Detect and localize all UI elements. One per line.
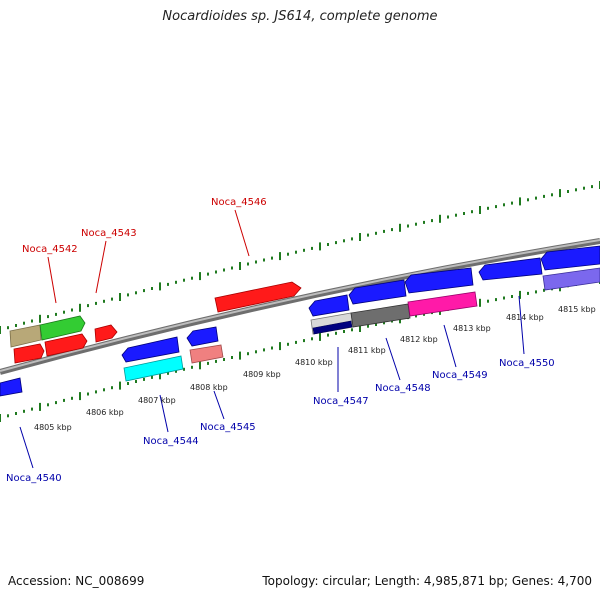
label-leaders	[19, 209, 525, 469]
gene-arrow[interactable]	[404, 267, 474, 294]
gene-arrow[interactable]	[186, 326, 219, 347]
gene-arrow[interactable]	[9, 324, 42, 348]
tick-label: 4813 kbp	[453, 324, 491, 333]
accession-text: Accession: NC_008699	[8, 574, 145, 588]
gene-arrow[interactable]	[121, 336, 180, 363]
gene-labels: Noca_4542 Noca_4543 Noca_4546 Noca_4540 …	[6, 197, 555, 484]
gene-arrow[interactable]	[189, 344, 224, 364]
tick-label: 4814 kbp	[506, 313, 544, 322]
gene-arrow[interactable]	[542, 267, 600, 291]
tick-label: 4811 kbp	[348, 346, 386, 355]
reverse-genes	[0, 245, 600, 397]
tick-label: 4810 kbp	[295, 358, 333, 367]
gene-label-noca-4544[interactable]: Noca_4544	[143, 436, 199, 447]
gene-label-noca-4540[interactable]: Noca_4540	[6, 473, 62, 484]
topology-text: Topology: circular; Length: 4,985,871 bp…	[262, 574, 592, 588]
genome-backbone	[0, 238, 600, 375]
gene-label-noca-4546[interactable]: Noca_4546	[211, 197, 267, 208]
gene-arrow[interactable]	[478, 257, 543, 281]
gene-arrow[interactable]	[308, 294, 350, 317]
gene-label-noca-4545[interactable]: Noca_4545	[200, 422, 256, 433]
gene-arrow[interactable]	[0, 377, 23, 397]
outer-tick-track	[0, 181, 600, 334]
gene-arrow[interactable]	[214, 281, 302, 313]
tick-label: 4806 kbp	[86, 408, 124, 417]
tick-label: 4808 kbp	[190, 383, 228, 392]
gene-arrow[interactable]	[94, 324, 118, 343]
forward-genes	[9, 281, 302, 364]
gene-label-noca-4543[interactable]: Noca_4543	[81, 228, 137, 239]
gene-arrow[interactable]	[540, 245, 600, 271]
gene-arrow[interactable]	[123, 355, 184, 382]
tick-label: 4812 kbp	[400, 335, 438, 344]
tick-label: 4807 kbp	[138, 396, 176, 405]
tick-label: 4809 kbp	[243, 370, 281, 379]
kbp-tick-labels: 4805 kbp 4806 kbp 4807 kbp 4808 kbp 4809…	[34, 305, 596, 432]
gene-arrow[interactable]	[13, 343, 45, 364]
gene-label-noca-4550[interactable]: Noca_4550	[499, 358, 555, 369]
gene-arrow[interactable]	[407, 291, 478, 317]
gene-label-noca-4548[interactable]: Noca_4548	[375, 383, 431, 394]
gene-arrow[interactable]	[44, 333, 88, 357]
gene-arrow[interactable]	[350, 303, 411, 328]
tick-label: 4805 kbp	[34, 423, 72, 432]
gene-label-noca-4549[interactable]: Noca_4549	[432, 370, 488, 381]
gene-arrow[interactable]	[348, 279, 407, 305]
gene-arrow[interactable]	[312, 320, 353, 335]
gene-label-noca-4542[interactable]: Noca_4542	[22, 244, 78, 255]
gene-arrow[interactable]	[39, 315, 86, 341]
tick-label: 4815 kbp	[558, 305, 596, 314]
map-title: Nocardioides sp. JS614, complete genome	[162, 9, 438, 24]
gene-label-noca-4547[interactable]: Noca_4547	[313, 396, 369, 407]
